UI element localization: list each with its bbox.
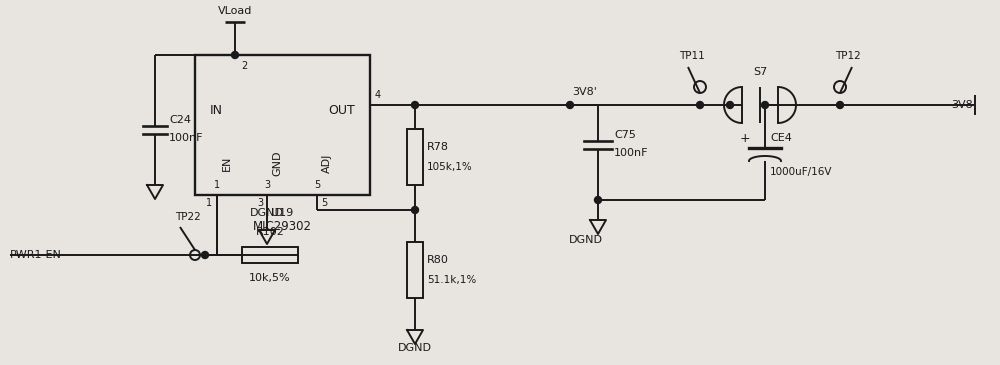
Text: 105k,1%: 105k,1%: [427, 162, 473, 172]
Circle shape: [726, 101, 734, 108]
Circle shape: [412, 207, 418, 214]
Text: 1: 1: [214, 180, 220, 190]
Text: DGND: DGND: [569, 235, 603, 245]
Text: C75: C75: [614, 130, 636, 140]
Text: 100nF: 100nF: [169, 133, 204, 143]
Text: 1: 1: [206, 198, 212, 208]
Circle shape: [232, 51, 239, 58]
Text: TP22: TP22: [175, 212, 201, 222]
Circle shape: [412, 101, 418, 108]
Text: DGND: DGND: [250, 208, 284, 218]
Bar: [407, 129, 423, 185]
Circle shape: [836, 101, 844, 108]
Text: 4: 4: [375, 90, 381, 100]
Bar: [407, 242, 423, 298]
Text: IN: IN: [210, 104, 223, 116]
Text: S7: S7: [753, 67, 767, 77]
Text: +: +: [740, 131, 750, 145]
Circle shape: [762, 101, 768, 108]
Text: EN: EN: [222, 155, 232, 171]
Text: R102: R102: [256, 227, 284, 237]
Text: 5: 5: [321, 198, 327, 208]
Text: 3: 3: [264, 180, 270, 190]
Text: 3V8: 3V8: [951, 100, 973, 110]
Text: C24: C24: [169, 115, 191, 125]
Text: OUT: OUT: [328, 104, 355, 116]
Text: R78: R78: [427, 142, 449, 152]
Text: PWR1-EN: PWR1-EN: [10, 250, 62, 260]
Text: DGND: DGND: [398, 343, 432, 353]
Bar: [242, 247, 298, 263]
Text: TP11: TP11: [679, 51, 705, 61]
Text: U19: U19: [271, 208, 293, 218]
Text: R80: R80: [427, 255, 449, 265]
Text: 1000uF/16V: 1000uF/16V: [770, 167, 832, 177]
Text: CE4: CE4: [770, 133, 792, 143]
Text: 5: 5: [314, 180, 320, 190]
Text: TP12: TP12: [835, 51, 861, 61]
Bar: [195, 55, 370, 195]
Circle shape: [594, 196, 602, 204]
Text: GND: GND: [272, 150, 282, 176]
Text: 3V8': 3V8': [572, 87, 597, 97]
Circle shape: [202, 251, 208, 258]
Text: ADJ: ADJ: [322, 153, 332, 173]
Text: VLoad: VLoad: [218, 6, 252, 16]
Text: 51.1k,1%: 51.1k,1%: [427, 275, 476, 285]
Text: MIC29302: MIC29302: [252, 220, 312, 234]
Circle shape: [696, 101, 704, 108]
Text: 2: 2: [241, 61, 247, 71]
Circle shape: [566, 101, 574, 108]
Text: 100nF: 100nF: [614, 148, 648, 158]
Text: 10k,5%: 10k,5%: [249, 273, 291, 283]
Text: 3: 3: [257, 198, 263, 208]
